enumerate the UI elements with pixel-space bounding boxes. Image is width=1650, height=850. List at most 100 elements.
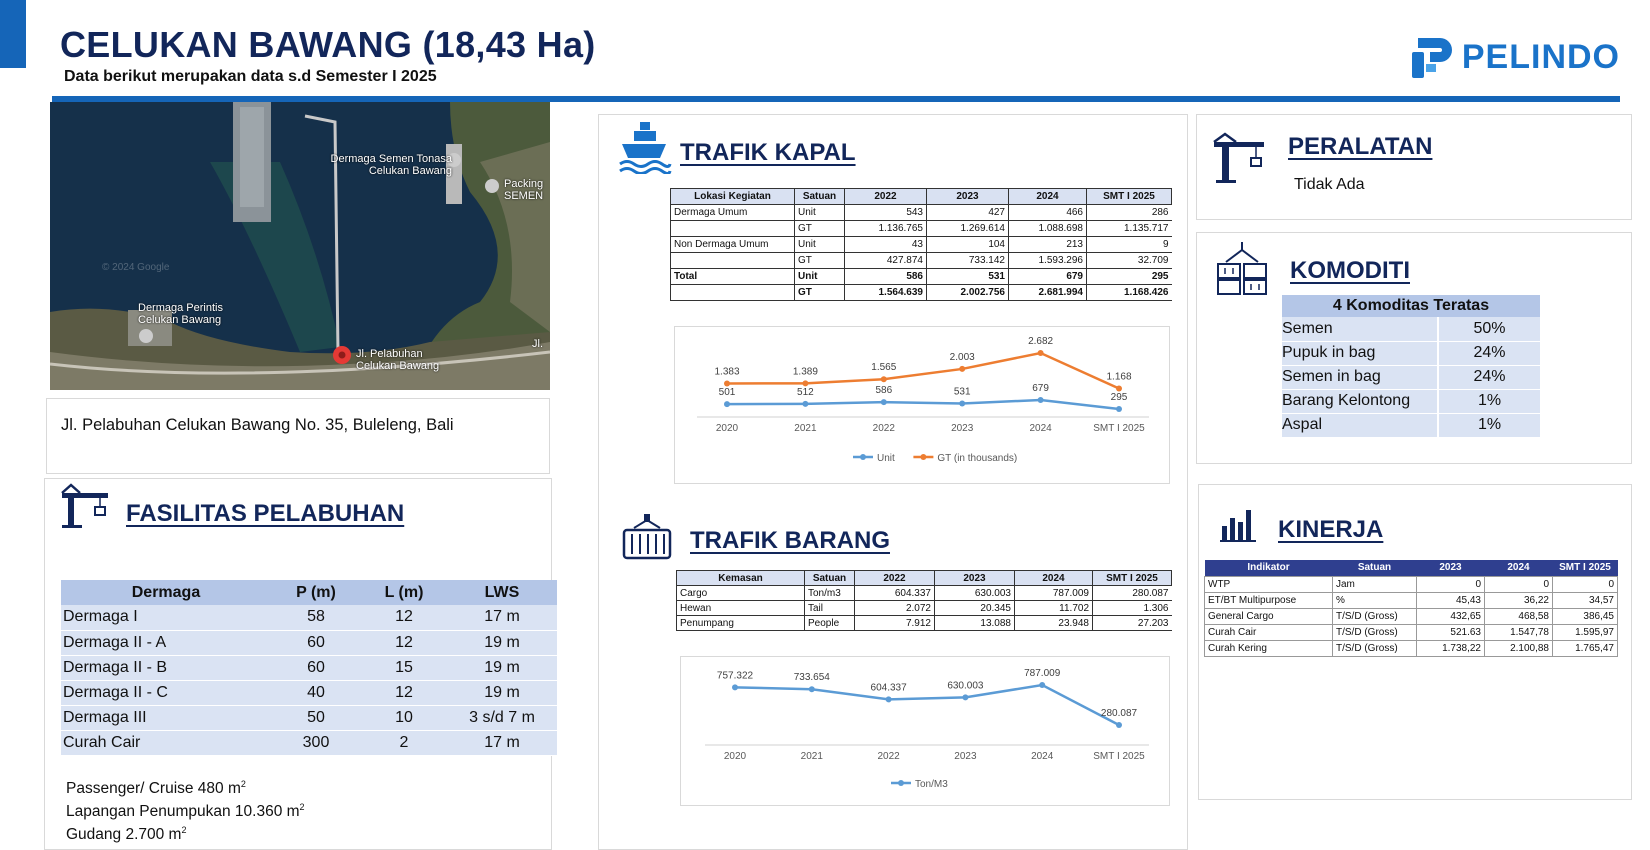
table-header-cell: SMT I 2025 [1092, 570, 1172, 586]
table-cell: 531 [926, 268, 1009, 285]
data-point [724, 380, 730, 387]
table-cell: Semen [1282, 317, 1438, 342]
table-cell: Barang Kelontong [1282, 389, 1438, 414]
table-cell: Pupuk in bag [1282, 341, 1438, 366]
trafik-kapal-title: TRAFIK KAPAL [680, 139, 856, 166]
data-point [962, 694, 969, 701]
table-cell: Dermaga II - A [61, 630, 271, 656]
table-row: Dermaga II - B 60 15 19 m [61, 655, 557, 681]
table-cell [670, 220, 795, 237]
address-panel: Jl. Pelabuhan Celukan Bawang No. 35, Bul… [46, 398, 550, 474]
table-row: GT 1.564.639 2.002.756 2.681.994 1.168.4… [670, 284, 1172, 301]
data-point [959, 400, 966, 407]
table-cell: 1% [1437, 413, 1540, 438]
table-cell: 787.009 [1014, 585, 1093, 601]
legend-marker [860, 454, 866, 460]
table-cell: 12 [361, 605, 447, 631]
kinerja-header-row: Indikator Satuan 2023 2024 SMT I 2025 [1204, 560, 1618, 576]
superscript: 2 [240, 779, 246, 789]
table-cell: 3 s/d 7 m [447, 705, 557, 731]
table-cell: 34,57 [1552, 591, 1618, 609]
table-cell: 213 [1008, 236, 1087, 253]
table-header-cell: 2024 [1014, 570, 1093, 586]
table-cell: 58 [271, 605, 361, 631]
table-header-cell: Dermaga [61, 580, 271, 605]
table-cell: 521.63 [1416, 623, 1485, 641]
table-cell: 2.100,88 [1484, 639, 1553, 657]
table-cell: 1.306 [1092, 600, 1172, 616]
data-point [1116, 722, 1122, 728]
table-header-cell: Lokasi Kegiatan [670, 188, 795, 205]
map-image [50, 102, 550, 390]
komoditi-header-row: 4 Komoditas Teratas [1282, 295, 1540, 317]
data-point [1039, 682, 1046, 688]
data-label: 630.003 [947, 680, 984, 691]
table-cell: 432,65 [1416, 607, 1485, 625]
table-row: Curah Kering T/S/D (Gross) 1.738,22 2.10… [1204, 639, 1618, 657]
trafik-kapal-chart: 2020 2021 2022 2023 2024 SMT I 2025 501 512 586 5… [674, 326, 1170, 484]
facility-gudang: Gudang 2.700 m2 [66, 825, 187, 844]
dermaga-header-row: Dermaga P (m) L (m) LWS [61, 580, 557, 605]
table-cell: 543 [844, 204, 927, 221]
table-header-cell: SMT I 2025 [1086, 188, 1172, 205]
data-point [880, 376, 887, 383]
table-cell: Unit [794, 268, 845, 285]
table-cell: 1.269.614 [926, 220, 1009, 237]
peralatan-value: Tidak Ada [1294, 176, 1365, 193]
table-row: Penumpang People 7.912 13.088 23.948 27.… [676, 615, 1172, 631]
table-row: Dermaga Umum Unit 543 427 466 286 [670, 204, 1172, 221]
data-label: 531 [954, 386, 971, 397]
table-cell: 1.738,22 [1416, 639, 1485, 657]
table-cell: Unit [794, 236, 845, 253]
table-header-cell: 2022 [854, 570, 935, 586]
table-row: Semen in bag 24% [1282, 365, 1540, 390]
table-cell: 2.002.756 [926, 284, 1009, 301]
data-label: 501 [719, 387, 736, 398]
table-cell: 19 m [447, 655, 557, 681]
address-text: Jl. Pelabuhan Celukan Bawang No. 35, Bul… [61, 416, 454, 434]
table-cell: 1% [1437, 389, 1540, 414]
table-cell: 604.337 [854, 585, 935, 601]
data-label: 586 [875, 385, 892, 396]
table-cell: 43 [844, 236, 927, 253]
table-cell: 0 [1484, 575, 1553, 593]
table-cell: 1.168.426 [1086, 284, 1172, 301]
table-cell: 17 m [447, 730, 557, 756]
table-cell: Unit [794, 204, 845, 221]
table-cell: 7.912 [854, 615, 935, 631]
table-row: Curah Cair 300 2 17 m [61, 730, 557, 756]
series-line-1 [726, 398, 1120, 411]
data-point [1116, 406, 1122, 412]
table-row: General Cargo T/S/D (Gross) 432,65 468,5… [1204, 607, 1618, 625]
table-cell: Penumpang [676, 615, 805, 631]
data-point [1037, 396, 1044, 403]
x-tick-label: 2024 [1029, 423, 1052, 434]
table-cell: 9 [1086, 236, 1172, 253]
data-point [724, 401, 730, 408]
superscript: 2 [299, 802, 305, 812]
table-cell: T/S/D (Gross) [1332, 607, 1417, 625]
data-point [1116, 385, 1122, 392]
table-cell: Aspal [1282, 413, 1438, 438]
map-label-jl: Jl. Pelabuhan Celukan Bawang [356, 348, 440, 372]
table-cell: 15 [361, 655, 447, 681]
x-tick-label: 2021 [794, 423, 817, 434]
series-line-1 [734, 683, 1120, 727]
table-cell: 24% [1437, 341, 1540, 366]
komoditi-title: KOMODITI [1290, 257, 1410, 284]
data-point [732, 684, 738, 691]
satellite-map: Dermaga Semen Tonasa Celukan Bawang Pack… [50, 102, 550, 390]
table-row: WTP Jam 0 0 0 [1204, 575, 1618, 593]
table-cell: WTP [1204, 575, 1333, 593]
table-cell: T/S/D (Gross) [1332, 639, 1417, 657]
trafik-barang-title: TRAFIK BARANG [690, 527, 890, 554]
table-cell: Dermaga Umum [670, 204, 795, 221]
table-row: Dermaga I 58 12 17 m [61, 605, 557, 631]
table-cell: Dermaga I [61, 605, 271, 631]
table-cell: Curah Cair [61, 730, 271, 756]
dermaga-table: Dermaga P (m) L (m) LWS Dermaga I 58 12 … [61, 580, 557, 756]
x-tick-label: 2022 [877, 751, 900, 762]
table-cell: 2 [361, 730, 447, 756]
trafik-barang-header-row: Kemasan Satuan 2022 2023 2024 SMT I 2025 [676, 570, 1172, 586]
header-divider [52, 96, 1620, 102]
